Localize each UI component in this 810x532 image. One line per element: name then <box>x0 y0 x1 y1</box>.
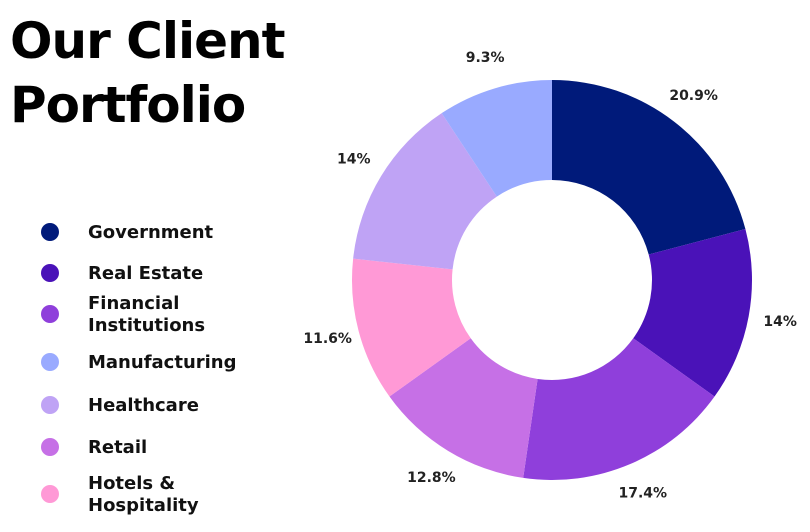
title-line: Our Client <box>10 12 285 70</box>
legend-marker <box>41 223 59 241</box>
slice <box>633 229 752 397</box>
legend-marker <box>41 305 59 323</box>
legend-marker <box>41 485 59 503</box>
legend-label: Hotels & Hospitality <box>88 473 199 516</box>
value-label: 17.4% <box>619 485 668 501</box>
title-line: Portfolio <box>10 76 245 134</box>
legend-label: Real Estate <box>88 263 203 284</box>
value-label: 20.9% <box>669 88 718 104</box>
slice <box>352 258 471 397</box>
value-label: 14% <box>763 314 797 330</box>
slice <box>552 80 746 255</box>
legend-label: Manufacturing <box>88 352 237 373</box>
slice <box>523 338 715 480</box>
legend-marker <box>41 264 59 282</box>
slice <box>353 113 497 270</box>
legend-label: Government <box>88 222 214 243</box>
value-label: 9.3% <box>466 50 505 66</box>
legend-marker <box>41 438 59 456</box>
value-label: 14% <box>337 151 371 167</box>
legend-label: Financial Institutions <box>88 293 205 336</box>
legend-marker <box>41 396 59 414</box>
value-label: 11.6% <box>303 331 352 347</box>
legend-marker <box>41 353 59 371</box>
value-label: 12.8% <box>407 470 456 486</box>
slice <box>441 80 552 197</box>
legend-label: Healthcare <box>88 395 199 416</box>
slice <box>389 338 538 478</box>
legend-label: Retail <box>88 437 147 458</box>
chart-title: Our Client Portfolio <box>10 12 285 134</box>
